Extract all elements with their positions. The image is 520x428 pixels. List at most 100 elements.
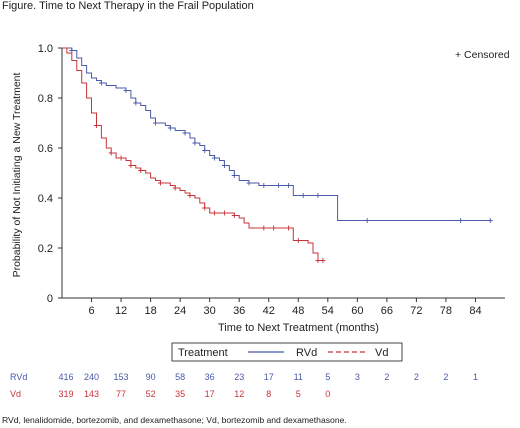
risk-value: 2	[414, 372, 419, 382]
y-axis-label: Probability of Not Initiating a New Trea…	[11, 72, 23, 277]
censor-marks	[69, 48, 493, 263]
censor-mark	[285, 183, 291, 188]
censor-mark	[458, 218, 464, 223]
risk-value: 1	[473, 372, 478, 382]
risk-value: 2	[384, 372, 389, 382]
y-tick-label: 0.6	[38, 143, 53, 155]
censor-mark	[123, 88, 129, 93]
risk-value: 23	[234, 372, 244, 382]
risk-value: 143	[84, 389, 99, 399]
censor-mark	[231, 213, 237, 218]
censor-mark	[315, 193, 321, 198]
risk-value: 2	[443, 372, 448, 382]
risk-table: RVd 416 240 153 90 58 36 23 17 11 5 3 2 2 2 1 Vd 319 143 77…	[10, 372, 478, 399]
risk-value: 240	[84, 372, 99, 382]
y-tick-label: 0	[47, 293, 53, 305]
censor-mark	[285, 225, 291, 231]
censor-mark	[276, 183, 282, 188]
risk-row-label: RVd	[10, 372, 27, 382]
censor-mark	[231, 173, 237, 178]
x-axis-label: Time to Next Treatment (months)	[218, 322, 379, 334]
series-lines	[62, 47, 491, 261]
censor-mark	[246, 180, 252, 186]
censor-mark	[221, 163, 227, 168]
x-tick-label: 54	[322, 305, 334, 317]
risk-row-label: Vd	[10, 389, 21, 399]
risk-value: 36	[205, 372, 215, 382]
series-line-vd	[62, 47, 323, 261]
x-tick-label: 18	[144, 305, 156, 317]
y-tick-label: 0.4	[38, 193, 53, 205]
censor-mark	[261, 183, 267, 188]
risk-value: 90	[146, 372, 156, 382]
censor-mark	[212, 210, 218, 216]
legend: Treatment RVd Vd	[171, 342, 403, 362]
censor-mark	[315, 258, 321, 263]
x-tick-label: 36	[233, 305, 245, 317]
y-tick-label: 0.2	[38, 243, 53, 255]
censor-mark	[271, 225, 277, 231]
x-tick-label: 84	[469, 305, 481, 317]
risk-value: 416	[58, 372, 73, 382]
x-tick-label: 24	[174, 305, 186, 317]
y-tick-label: 1.0	[38, 43, 53, 55]
censor-mark	[128, 163, 134, 168]
x-tick-label: 60	[351, 305, 363, 317]
censor-mark	[167, 125, 173, 131]
risk-value: 0	[325, 389, 330, 399]
risk-value: 17	[264, 372, 274, 382]
censor-mark	[300, 193, 306, 198]
risk-value: 58	[175, 372, 185, 382]
censor-mark	[108, 150, 114, 156]
censor-mark	[138, 168, 144, 173]
censor-mark	[487, 218, 493, 223]
x-tick-label: 42	[263, 305, 275, 317]
risk-value: 319	[58, 389, 73, 399]
censor-mark	[172, 185, 178, 191]
footnote: RVd, lenalidomide, bortezomib, and dexam…	[2, 415, 347, 425]
x-tick-label: 78	[440, 305, 452, 317]
censor-mark	[320, 258, 326, 263]
axes: 0 0.2 0.4 0.6 0.8 1.0 6 12 18 24 30 36 42 48 54 60 66 72 7…	[11, 43, 510, 334]
x-tick-label: 30	[204, 305, 216, 317]
censor-mark	[212, 155, 218, 161]
censor-mark	[98, 80, 104, 86]
censor-mark	[364, 218, 370, 223]
censor-mark	[182, 130, 188, 136]
risk-value: 17	[205, 389, 215, 399]
risk-value: 12	[234, 389, 244, 399]
risk-value: 5	[325, 372, 330, 382]
x-tick-label: 72	[410, 305, 422, 317]
risk-value: 3	[355, 372, 360, 382]
censor-mark	[133, 100, 139, 106]
series-line-rvd	[62, 47, 491, 221]
y-tick-label: 0.8	[38, 93, 53, 105]
x-tick-label: 66	[381, 305, 393, 317]
figure-title: Figure. Time to Next Therapy in the Frai…	[2, 0, 254, 12]
censored-note: + Censored	[455, 49, 510, 61]
legend-box	[171, 342, 403, 362]
censor-mark	[295, 238, 301, 243]
risk-value: 5	[296, 389, 301, 399]
risk-value: 77	[116, 389, 126, 399]
censor-mark	[192, 140, 198, 146]
censor-mark	[93, 123, 99, 128]
censor-mark	[157, 180, 163, 186]
censor-mark	[221, 210, 227, 216]
censor-mark	[153, 120, 159, 126]
censor-mark	[202, 148, 208, 153]
censor-mark	[261, 225, 267, 231]
risk-value: 11	[294, 372, 303, 382]
censor-mark	[118, 155, 124, 161]
x-tick-label: 12	[115, 305, 127, 317]
legend-title: Treatment	[178, 347, 228, 359]
x-tick-label: 48	[292, 305, 304, 317]
risk-value: 153	[114, 372, 129, 382]
x-tick-label: 6	[88, 305, 94, 317]
censor-mark	[202, 205, 208, 211]
censor-mark	[187, 193, 193, 198]
censor-mark	[69, 48, 75, 53]
legend-label-rvd: RVd	[296, 347, 317, 359]
risk-value: 52	[146, 389, 156, 399]
